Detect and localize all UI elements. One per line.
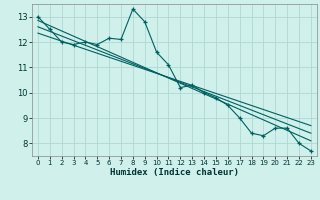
- X-axis label: Humidex (Indice chaleur): Humidex (Indice chaleur): [110, 168, 239, 177]
